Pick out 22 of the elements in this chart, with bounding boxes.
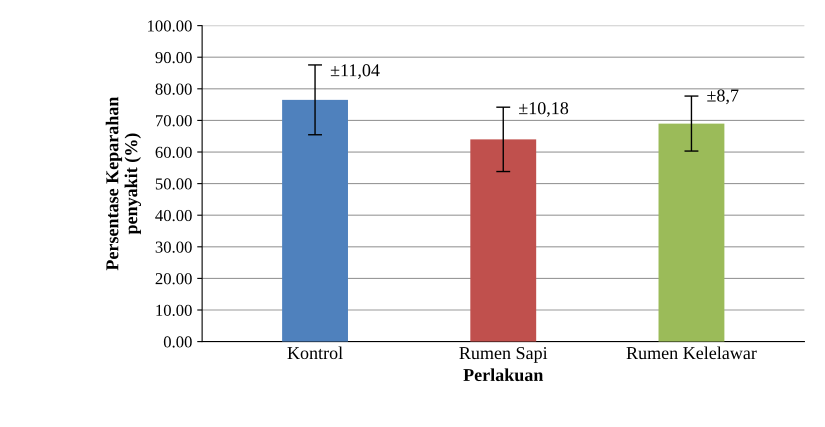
x-axis-title: Perlakuan bbox=[463, 368, 544, 382]
y-tick-label: 50.00 bbox=[156, 178, 192, 190]
x-tick-label: Kontrol bbox=[287, 346, 343, 360]
y-tick-label: 70.00 bbox=[156, 115, 192, 126]
y-tick-label: 20.00 bbox=[156, 273, 192, 284]
y-tick-label: 10.00 bbox=[156, 304, 192, 316]
y-tick-label: 40.00 bbox=[155, 210, 192, 222]
y-tick-label: 60.00 bbox=[156, 146, 192, 158]
y-axis-title: Persentase Keparahan penyakit (%) bbox=[106, 96, 142, 270]
x-tick-label: Rumen Sapi bbox=[459, 347, 548, 363]
bar bbox=[470, 139, 536, 342]
bar bbox=[658, 124, 724, 342]
annotation: ±10,18 bbox=[519, 102, 568, 117]
y-tick-label: 90.00 bbox=[155, 52, 192, 64]
y-tick-label: 80.00 bbox=[156, 84, 192, 95]
annotation: ±11,04 bbox=[330, 64, 380, 79]
y-tick-label: 30.00 bbox=[156, 242, 192, 253]
y-tick-label: 100.00 bbox=[148, 20, 192, 32]
bar bbox=[282, 100, 348, 342]
annotation: ±8,7 bbox=[707, 89, 738, 104]
y-tick-label: 0.00 bbox=[164, 336, 192, 348]
x-tick-label: Rumen Kelelawar bbox=[626, 346, 757, 360]
